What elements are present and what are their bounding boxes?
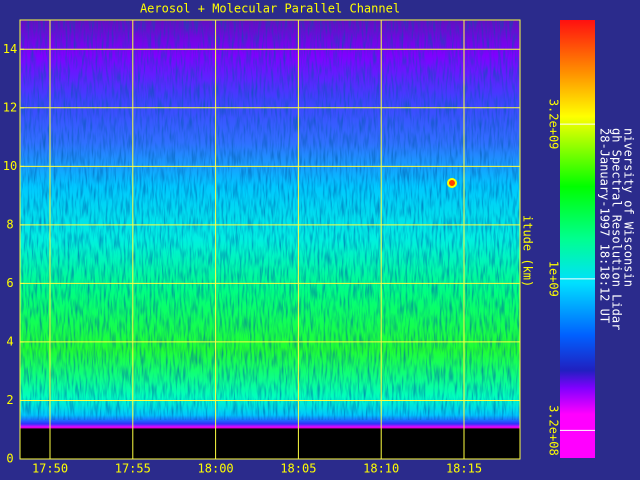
y-tick-label: 8 <box>6 217 13 231</box>
x-tick-label: 18:00 <box>198 462 234 476</box>
y-tick-label: 2 <box>6 393 13 407</box>
colorbar-tick-label: 3.2e+08 <box>547 405 561 456</box>
x-tick-label: 18:10 <box>363 462 399 476</box>
y-tick-label: 0 <box>6 452 13 466</box>
y-tick-label: 10 <box>3 159 17 173</box>
plot-frame <box>19 19 521 460</box>
side-text: 28-January-1997 18:18:12 UT <box>598 128 612 323</box>
x-tick-label: 17:55 <box>115 462 151 476</box>
y-tick-label: 14 <box>3 42 17 56</box>
y-axis-label: itude (km) <box>521 215 535 287</box>
chart-title: Aerosol + Molecular Parallel Channel <box>140 2 400 16</box>
y-tick-label: 12 <box>3 100 17 114</box>
colorbar <box>560 20 595 458</box>
x-tick-label: 17:50 <box>32 462 68 476</box>
field-texture <box>20 20 520 420</box>
side-text: gh Spectral Resolution Lidar <box>610 128 624 330</box>
y-tick-label: 6 <box>6 276 13 290</box>
cloud-spot <box>447 178 457 188</box>
x-tick-label: 18:05 <box>280 462 316 476</box>
colorbar-tick-label: 1e+09 <box>547 261 561 297</box>
side-text: niversity of Wisconsin <box>622 128 636 287</box>
colorbar-tick-label: 3.2e+09 <box>547 99 561 150</box>
x-tick-label: 18:15 <box>446 462 482 476</box>
y-tick-label: 4 <box>6 334 13 348</box>
